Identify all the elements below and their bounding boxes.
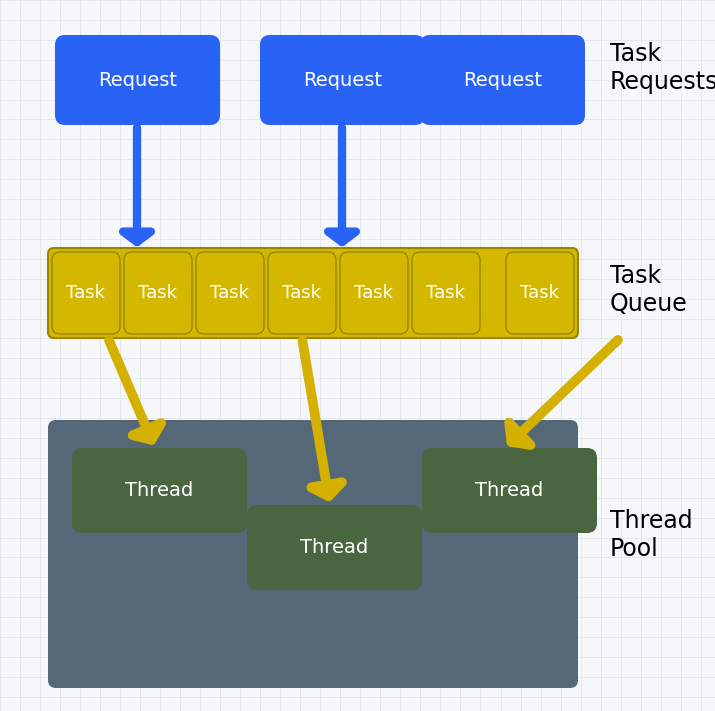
- Text: Task: Task: [282, 284, 322, 302]
- FancyBboxPatch shape: [48, 420, 578, 688]
- Text: Task: Task: [521, 284, 560, 302]
- Text: Thread: Thread: [125, 481, 194, 500]
- FancyBboxPatch shape: [340, 252, 408, 334]
- FancyBboxPatch shape: [420, 35, 585, 125]
- Text: Request: Request: [98, 70, 177, 90]
- FancyBboxPatch shape: [124, 252, 192, 334]
- FancyBboxPatch shape: [72, 448, 247, 533]
- Text: Task: Task: [66, 284, 106, 302]
- FancyBboxPatch shape: [506, 252, 574, 334]
- FancyBboxPatch shape: [247, 505, 422, 590]
- FancyBboxPatch shape: [422, 448, 597, 533]
- FancyBboxPatch shape: [48, 248, 578, 338]
- Text: Thread
Pool: Thread Pool: [610, 509, 693, 561]
- FancyBboxPatch shape: [52, 252, 120, 334]
- Text: Task: Task: [427, 284, 465, 302]
- FancyBboxPatch shape: [268, 252, 336, 334]
- FancyBboxPatch shape: [55, 35, 220, 125]
- Text: Thread: Thread: [300, 538, 369, 557]
- Text: Task: Task: [355, 284, 393, 302]
- Text: Task: Task: [139, 284, 177, 302]
- Text: Task
Queue: Task Queue: [610, 264, 688, 316]
- Text: Request: Request: [303, 70, 382, 90]
- Text: Request: Request: [463, 70, 542, 90]
- Text: Thread: Thread: [475, 481, 543, 500]
- Text: Task
Requests: Task Requests: [610, 42, 715, 94]
- FancyBboxPatch shape: [260, 35, 425, 125]
- Text: Task: Task: [210, 284, 250, 302]
- FancyBboxPatch shape: [196, 252, 264, 334]
- FancyBboxPatch shape: [412, 252, 480, 334]
